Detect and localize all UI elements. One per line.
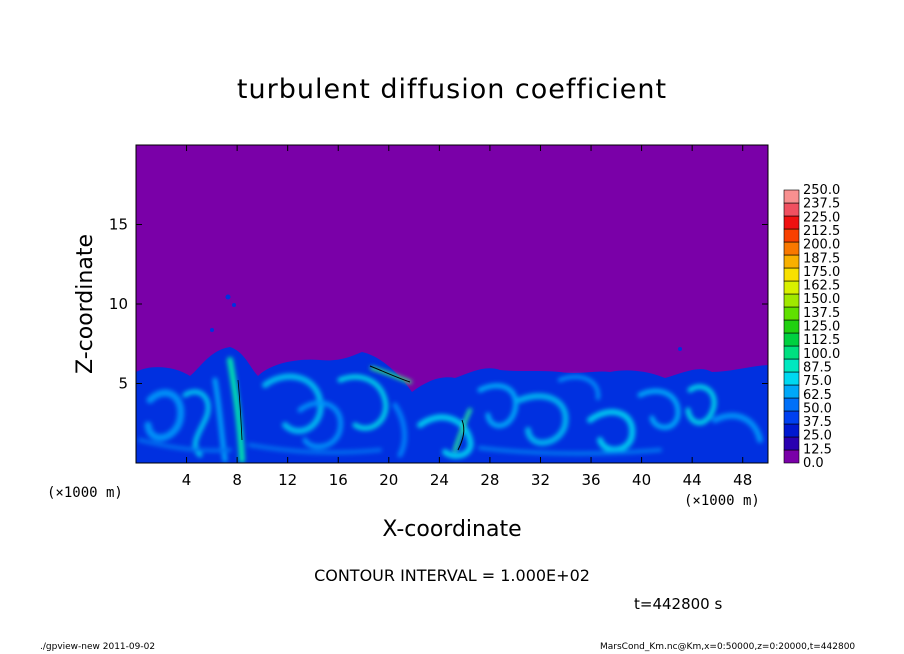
colorbar-swatch [783, 280, 800, 295]
x-unit-label-right: (×1000 m) [684, 493, 760, 509]
colorbar-label: 50.0 [803, 401, 832, 416]
time-stamp: t=442800 s [634, 595, 723, 613]
colorbar-label: 62.5 [803, 388, 832, 403]
colorbar-label: 137.5 [803, 306, 840, 321]
colorbar-label: 125.0 [803, 320, 840, 335]
colorbar-swatch [783, 384, 800, 399]
y-tick-label: 10 [109, 295, 128, 313]
x-tick-label: 32 [531, 471, 550, 489]
footer-source: MarsCond_Km.nc@Km,x=0:50000,z=0:20000,t=… [600, 642, 856, 652]
eddy-blob [232, 303, 236, 307]
colorbar-swatch [783, 202, 800, 217]
contour-interval-note: CONTOUR INTERVAL = 1.000E+02 [314, 566, 590, 585]
colorbar-swatch [783, 319, 800, 334]
chart-title: turbulent diffusion coefficient [236, 74, 668, 105]
colorbar-label: 162.5 [803, 279, 840, 294]
colorbar-swatch [783, 215, 800, 230]
x-tick-label: 4 [182, 471, 192, 489]
colorbar-swatch [783, 436, 800, 451]
footer-program: ./gpview-new 2011-09-02 [40, 642, 156, 652]
x-tick-label: 48 [733, 471, 752, 489]
x-tick-label: 20 [379, 471, 398, 489]
colorbar-label: 25.0 [803, 429, 832, 444]
eddy-blob [225, 294, 231, 300]
colorbar-swatch [783, 306, 800, 321]
contour-line [237, 379, 243, 441]
x-tick-label: 24 [430, 471, 449, 489]
colorbar-swatch [783, 410, 800, 425]
colorbar-label: 250.0 [803, 183, 840, 198]
colorbar-label: 200.0 [803, 238, 840, 253]
colorbar-swatch [783, 241, 800, 256]
colorbar-swatch [783, 371, 800, 386]
y-tick-label: 15 [109, 216, 128, 234]
colorbar-label: 175.0 [803, 265, 840, 280]
colorbar-label: 37.5 [803, 415, 832, 430]
colorbar-label: 225.0 [803, 210, 840, 225]
colorbar-swatch [783, 254, 800, 269]
colorbar-label: 212.5 [803, 224, 840, 239]
eddy-blob [210, 328, 214, 332]
colorbar-swatch [783, 449, 800, 464]
x-axis: 4 8 12 16 20 24 28 32 36 40 44 48 [182, 145, 752, 489]
colorbar-label: 112.5 [803, 333, 840, 348]
colorbar: 0.012.525.037.550.062.575.087.5100.0112.… [783, 183, 840, 471]
colorbar-swatch [783, 293, 800, 308]
turbulent-eddies [138, 357, 763, 463]
colorbar-label: 150.0 [803, 292, 840, 307]
colorbar-swatch [783, 423, 800, 438]
x-tick-label: 44 [683, 471, 702, 489]
contour-line [369, 365, 411, 383]
y-tick-label: 5 [118, 375, 128, 393]
colorbar-swatch [783, 332, 800, 347]
boundary-layer-field [136, 294, 768, 463]
x-tick-label: 8 [232, 471, 242, 489]
colorbar-swatch [783, 189, 800, 204]
colorbar-label: 75.0 [803, 374, 832, 389]
x-tick-label: 40 [632, 471, 651, 489]
colorbar-label: 100.0 [803, 347, 840, 362]
eddy-blob [678, 347, 682, 351]
y-axis: 5 10 15 [109, 216, 768, 393]
colorbar-label: 87.5 [803, 360, 832, 375]
colorbar-swatch [783, 345, 800, 360]
colorbar-label: 0.0 [803, 456, 824, 471]
colorbar-label: 12.5 [803, 442, 832, 457]
x-tick-label: 16 [329, 471, 348, 489]
colorbar-swatch [783, 267, 800, 282]
x-unit-label-left: (×1000 m) [47, 485, 123, 501]
colorbar-swatch [783, 397, 800, 412]
colorbar-swatch [783, 358, 800, 373]
contour-line [457, 419, 465, 451]
x-tick-label: 28 [480, 471, 499, 489]
x-axis-title: X-coordinate [382, 517, 521, 542]
x-tick-label: 36 [581, 471, 600, 489]
colorbar-label: 237.5 [803, 197, 840, 212]
x-tick-label: 12 [278, 471, 297, 489]
colorbar-label: 187.5 [803, 251, 840, 266]
colorbar-swatch [783, 228, 800, 243]
y-axis-title: Z-coordinate [73, 234, 98, 374]
